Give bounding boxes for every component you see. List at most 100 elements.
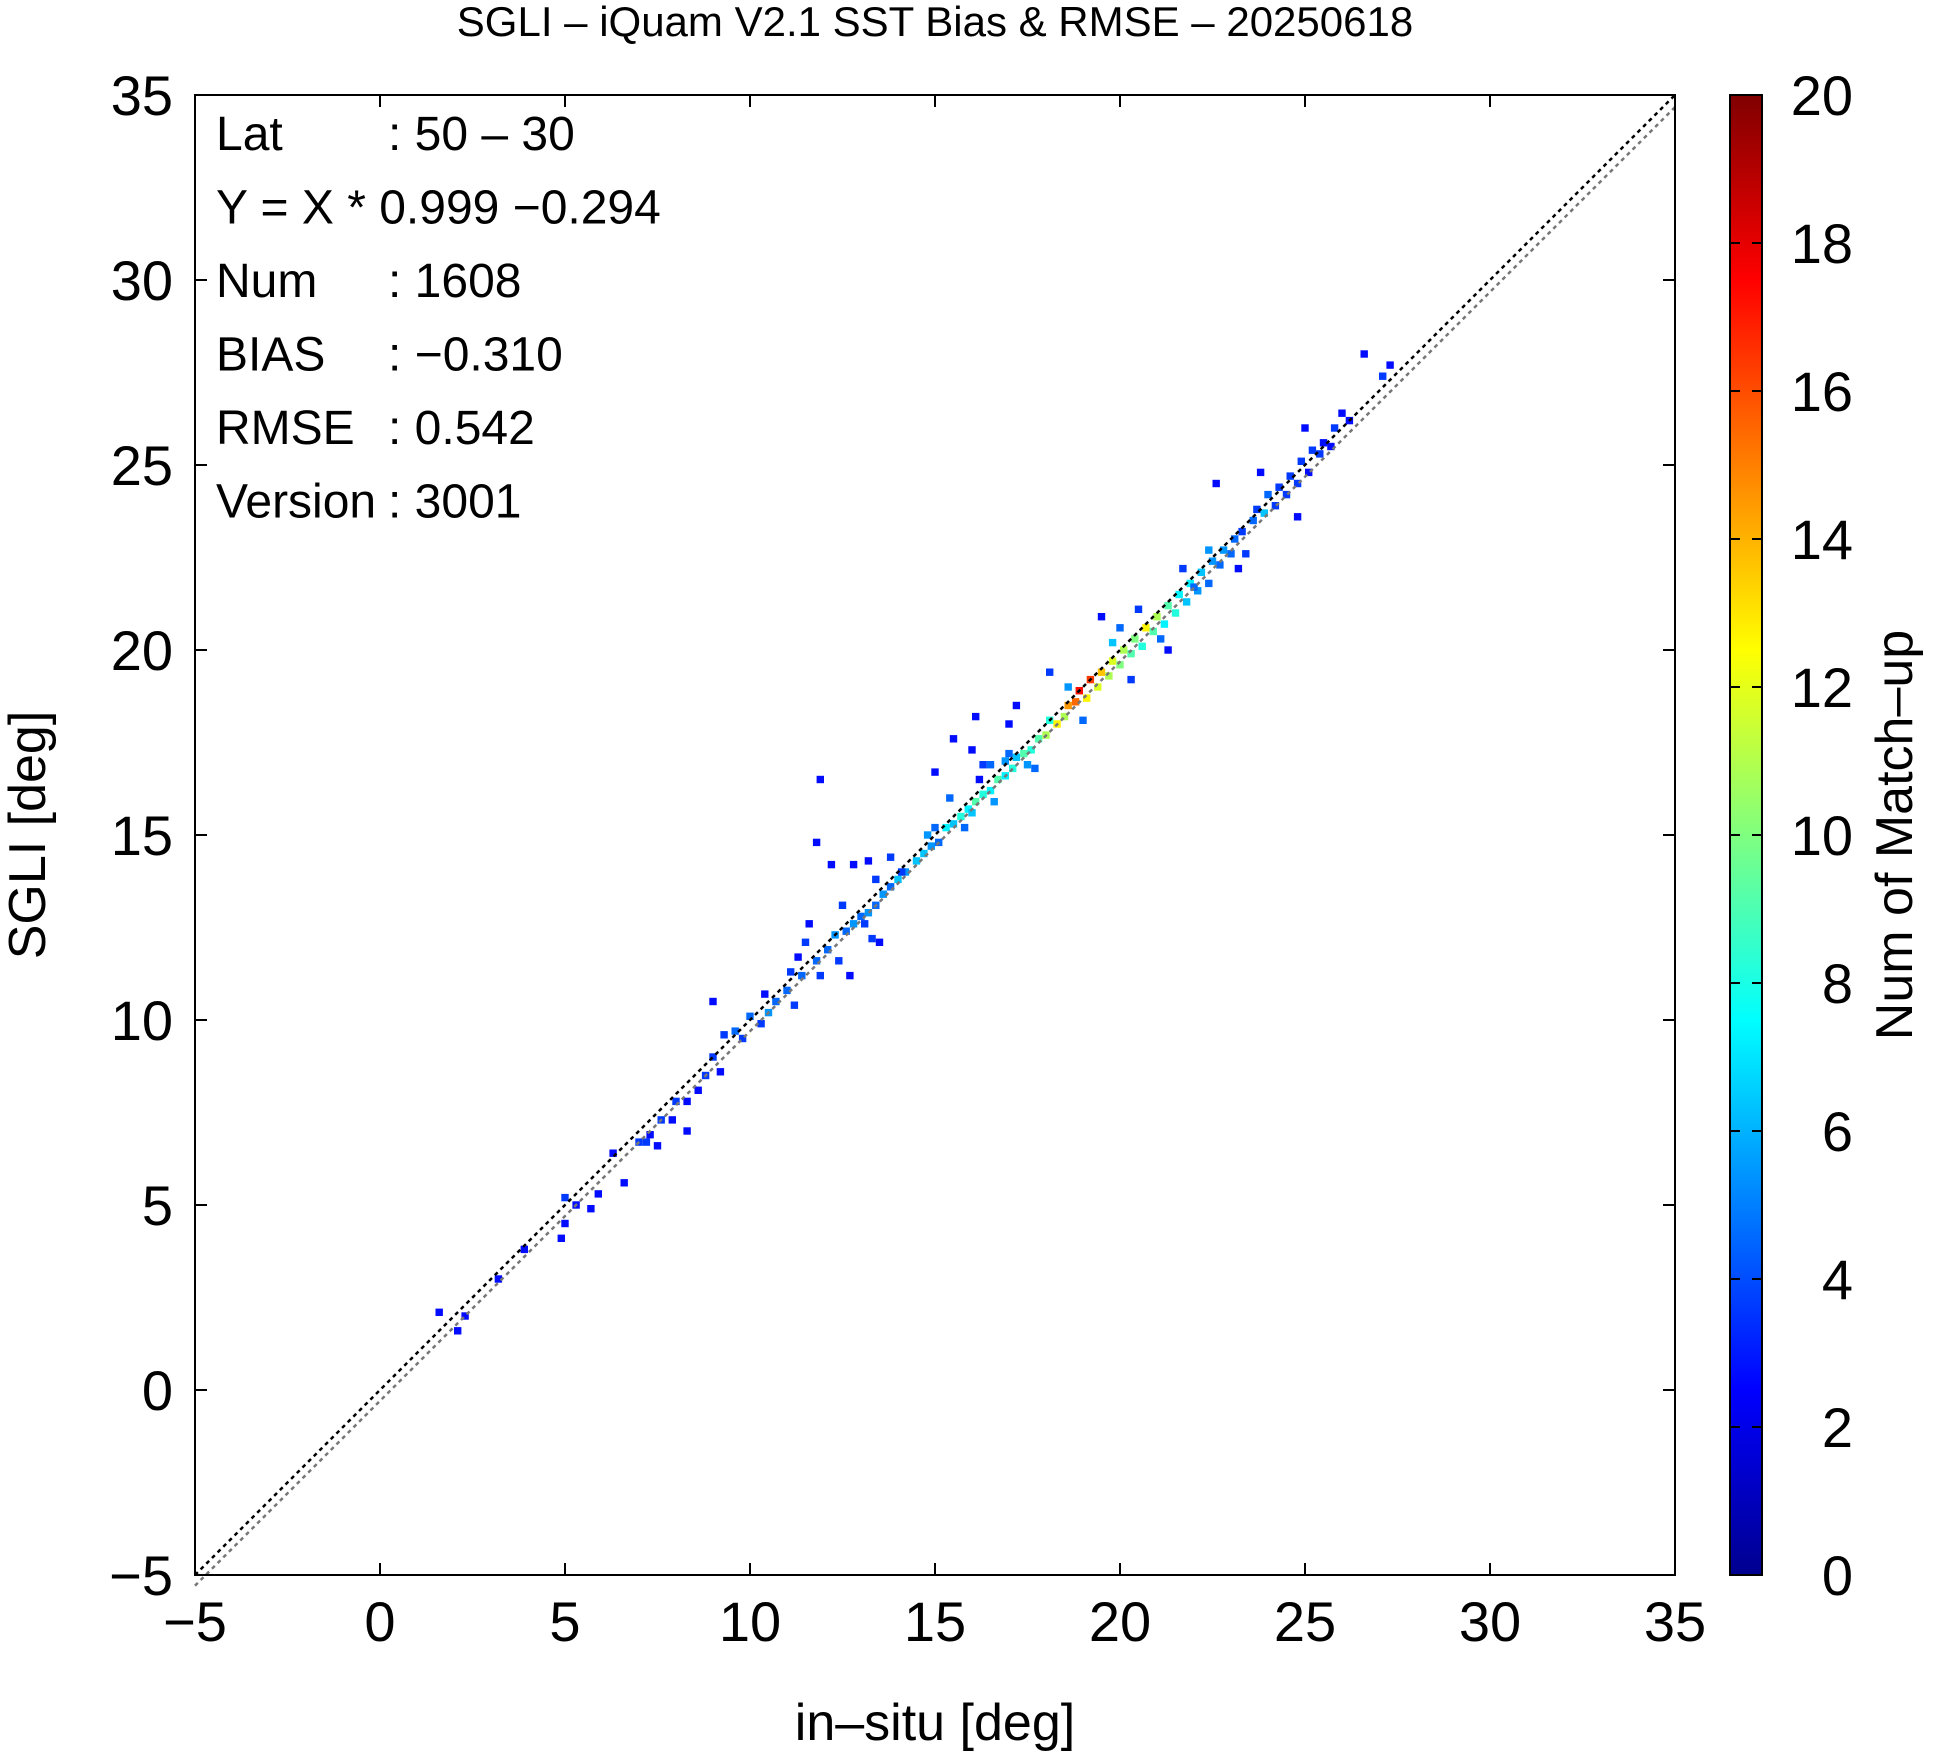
- density-cell: [842, 927, 850, 935]
- stat-value: : 3001: [388, 476, 521, 529]
- density-cell: [683, 1097, 691, 1106]
- density-cell: [1116, 661, 1124, 669]
- density-cell: [1293, 513, 1302, 521]
- density-cell: [787, 968, 795, 976]
- stat-label: Num: [216, 255, 317, 308]
- density-cell: [653, 1142, 662, 1150]
- density-cell: [1157, 635, 1165, 643]
- x-tick-label: 35: [1644, 1590, 1706, 1653]
- stat-label: RMSE: [216, 402, 355, 455]
- density-cells: [435, 350, 1394, 1335]
- colorbar-ticks: 0 2 4 6 8 10 12 14 16 18 20: [1730, 64, 1853, 1607]
- density-cell: [1023, 761, 1032, 769]
- density-cell: [1293, 479, 1302, 488]
- density-cell: [968, 809, 976, 817]
- density-cell: [846, 971, 854, 980]
- density-cell: [1360, 350, 1368, 358]
- density-cell: [1046, 668, 1054, 676]
- density-cell: [894, 875, 902, 884]
- density-cell: [886, 853, 895, 861]
- x-tick-label: 10: [719, 1590, 781, 1653]
- density-cell: [1012, 753, 1021, 761]
- density-cell: [620, 1179, 628, 1187]
- density-cell: [849, 860, 858, 869]
- density-cell: [1212, 479, 1220, 488]
- density-cell: [920, 849, 928, 858]
- density-cell: [1316, 450, 1324, 458]
- y-tick-label: 30: [111, 249, 173, 312]
- density-cell: [990, 798, 998, 806]
- x-tick-label: 30: [1459, 1590, 1521, 1653]
- density-cell: [1179, 564, 1187, 573]
- density-cell: [738, 1034, 747, 1043]
- reference-line-identity: [194, 94, 1676, 1576]
- density-cell: [709, 1053, 717, 1061]
- colorbar-tick-label: 12: [1791, 656, 1853, 719]
- density-cell: [1175, 590, 1183, 599]
- density-cell: [672, 1097, 680, 1106]
- density-cell: [972, 712, 980, 721]
- density-cell: [1297, 457, 1305, 465]
- y-tick-label: 15: [111, 804, 173, 867]
- density-cell: [912, 857, 921, 865]
- chart-title: SGLI – iQuam V2.1 SST Bias & RMSE – 2025…: [457, 0, 1413, 45]
- density-cell: [757, 1020, 765, 1028]
- density-cell: [949, 820, 958, 828]
- y-axis-ticks: −5 0 5 10 15 20 25 30 35: [109, 64, 1675, 1607]
- density-cell: [1227, 550, 1235, 558]
- density-cell: [1079, 716, 1087, 724]
- density-cell: [972, 798, 980, 806]
- density-cell: [1319, 439, 1328, 447]
- colorbar-tick-label: 10: [1791, 804, 1853, 867]
- x-tick-label: −5: [163, 1590, 227, 1653]
- density-cell: [1286, 472, 1294, 480]
- density-cell: [1131, 635, 1139, 643]
- density-cell: [1097, 668, 1106, 676]
- colorbar-tick-label: 16: [1791, 360, 1853, 423]
- density-cell: [694, 1086, 702, 1094]
- density-cell: [1264, 490, 1272, 499]
- y-tick-label: 35: [111, 64, 173, 127]
- density-cell: [1190, 583, 1198, 591]
- density-cell: [949, 735, 958, 743]
- colorbar-tick-label: 20: [1791, 64, 1853, 127]
- density-cell: [709, 997, 717, 1006]
- density-cell: [1249, 516, 1257, 525]
- density-cell: [1234, 564, 1243, 573]
- density-cell: [1005, 720, 1013, 728]
- density-cell: [494, 1275, 503, 1283]
- density-cell: [994, 775, 1002, 784]
- density-cell: [931, 768, 939, 776]
- density-cell: [1260, 509, 1268, 517]
- density-cell: [805, 920, 813, 928]
- density-cell: [1127, 650, 1135, 658]
- y-tick-label: 5: [142, 1174, 173, 1237]
- density-cell: [1138, 642, 1146, 650]
- density-cell: [1064, 683, 1072, 691]
- stats-panel: Lat: 50 – 30 Y = X * 0.999 −0.294 Num: 160…: [216, 108, 661, 529]
- x-axis-ticks: −5 0 5 10 15 20 25 30 35: [163, 95, 1706, 1653]
- density-cell: [931, 823, 939, 832]
- density-cell: [1160, 620, 1169, 628]
- x-tick-label: 20: [1089, 1590, 1151, 1653]
- x-tick-label: 25: [1274, 1590, 1336, 1653]
- density-cell: [609, 1149, 617, 1157]
- density-cell: [872, 875, 880, 884]
- density-cell: [1134, 605, 1143, 613]
- colorbar-tick-label: 0: [1822, 1544, 1853, 1607]
- density-cell: [1256, 468, 1265, 477]
- density-cell: [1208, 557, 1217, 565]
- density-cell: [1275, 483, 1283, 491]
- density-cell: [1338, 409, 1346, 417]
- colorbar-label: Num of Match–up: [1866, 630, 1924, 1040]
- density-cell: [942, 823, 950, 832]
- density-cell: [1027, 746, 1035, 754]
- y-axis-label: SGLI [deg]: [0, 711, 57, 960]
- density-cell: [454, 1327, 462, 1335]
- density-cell: [642, 1138, 651, 1146]
- density-cell: [1105, 672, 1113, 680]
- density-cell: [1282, 490, 1291, 499]
- density-cell: [435, 1308, 443, 1316]
- density-cell: [960, 823, 969, 832]
